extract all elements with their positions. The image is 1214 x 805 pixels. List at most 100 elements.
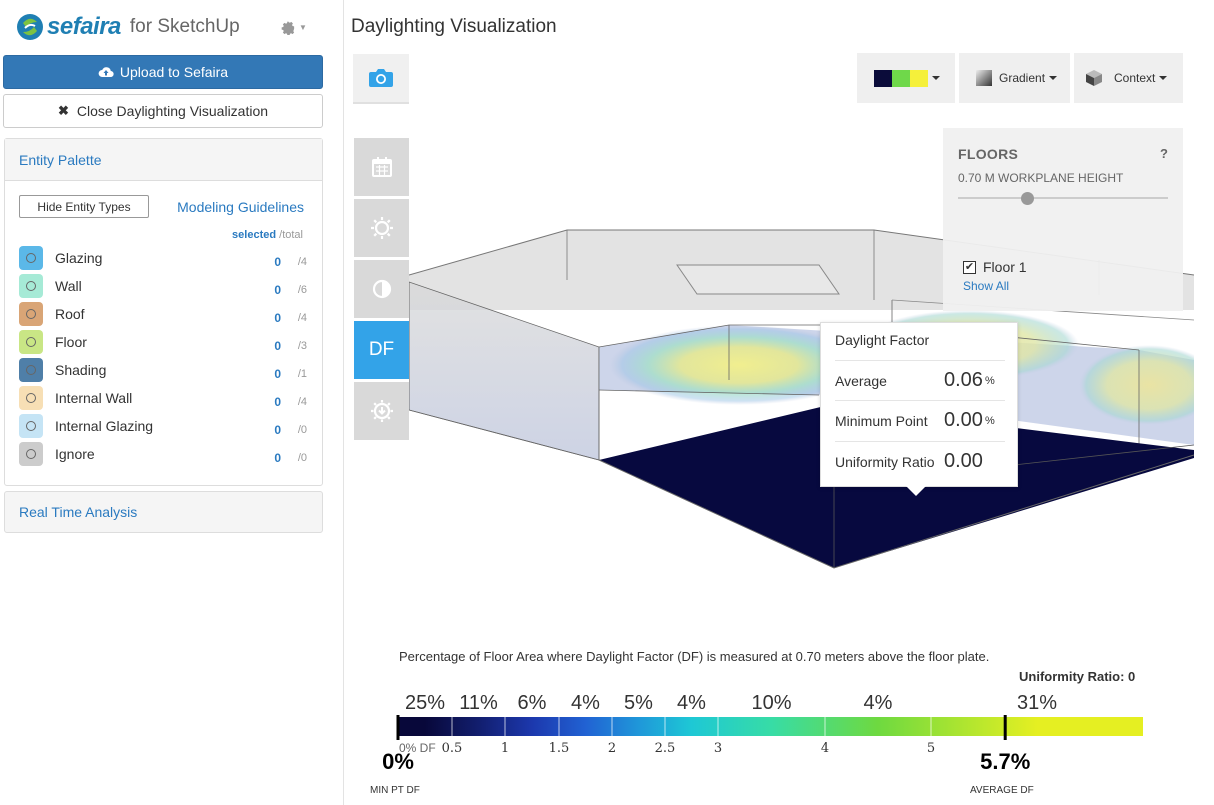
floor-1-row[interactable]: ✔ Floor 1 (963, 259, 1027, 275)
show-all-link[interactable]: Show All (963, 279, 1010, 293)
entity-row[interactable]: Ignore 0/0 (19, 442, 307, 466)
entity-total-count: /0 (297, 452, 307, 464)
export-tool-button[interactable] (354, 382, 409, 440)
legend-bin-percent: 4% (677, 692, 706, 714)
entity-label: Wall (55, 278, 82, 294)
upload-button[interactable]: Upload to Sefaira (3, 55, 323, 89)
sun-download-icon (370, 400, 393, 422)
gradient-icon (976, 70, 992, 86)
entity-row[interactable]: Internal Wall 0/4 (19, 386, 307, 410)
circle-icon (26, 393, 36, 403)
entity-palette: Entity Palette Hide Entity Types Modelin… (4, 138, 323, 486)
page-title: Daylighting Visualization (351, 16, 557, 37)
color-palette-dropdown[interactable] (857, 53, 955, 103)
entity-row[interactable]: Internal Glazing 0/0 (19, 414, 307, 438)
context-dropdown[interactable]: Context (1074, 53, 1183, 103)
entity-label: Internal Glazing (55, 418, 154, 434)
floor-1-checkbox[interactable]: ✔ (963, 260, 976, 274)
upload-button-label: Upload to Sefaira (119, 64, 229, 80)
entity-label: Internal Wall (55, 390, 133, 406)
tooltip-uniformity-value: 0.00 (944, 450, 983, 472)
screenshot-button[interactable] (353, 54, 409, 104)
selected-total-header: selected /total (232, 229, 303, 241)
entity-total-count: /3 (297, 340, 307, 352)
brand-name: sefaira (47, 13, 121, 40)
legend-bin-percent: 4% (571, 692, 600, 714)
average-df-value: 5.7% (980, 749, 1030, 774)
circle-icon (26, 449, 36, 459)
circle-icon (26, 365, 36, 375)
sun-tool-button[interactable] (354, 199, 409, 257)
legend-tick-label: 1.5 (549, 741, 570, 756)
entity-selected-count: 0 (274, 283, 281, 297)
settings-dropdown[interactable]: ▼ (281, 20, 307, 35)
tooltip-uniformity-row: Uniformity Ratio 0.00 (835, 441, 1005, 481)
entity-color-swatch (19, 386, 43, 410)
entity-row[interactable]: Roof 0/4 (19, 302, 307, 326)
legend-bin-percent: 10% (751, 692, 791, 714)
entity-row[interactable]: Wall 0/6 (19, 274, 307, 298)
contrast-tool-button[interactable] (354, 260, 409, 318)
entity-color-swatch (19, 302, 43, 326)
entity-label: Glazing (55, 250, 103, 266)
floors-title: FLOORS (958, 146, 1019, 162)
legend-tick-label: 2 (608, 741, 616, 756)
real-time-analysis-panel[interactable]: Real Time Analysis (4, 491, 323, 533)
entity-color-swatch (19, 358, 43, 382)
tooltip-uniformity-label: Uniformity Ratio (835, 453, 935, 470)
hide-entity-types-button[interactable]: Hide Entity Types (19, 195, 149, 218)
df-tool-button[interactable]: DF (354, 321, 409, 379)
entity-total-count: /4 (297, 256, 307, 268)
chevron-down-icon (932, 76, 940, 80)
legend-tick-label: 5 (927, 741, 935, 756)
palette-swatch (910, 69, 928, 87)
date-tool-button[interactable] (354, 138, 409, 196)
close-visualization-label: Close Daylighting Visualization (76, 103, 269, 119)
close-icon: ✖ (57, 103, 69, 118)
circle-icon (26, 253, 36, 263)
floors-panel: FLOORS ? 0.70 M WORKPLANE HEIGHT ✔ Floor… (943, 128, 1183, 311)
entity-selected-count: 0 (274, 423, 281, 437)
legend-tick-label: 0.5 (442, 741, 463, 756)
circle-icon (26, 421, 36, 431)
brand: sefaira for SketchUp (16, 10, 240, 44)
circle-icon (26, 309, 36, 319)
entity-row[interactable]: Glazing 0/4 (19, 246, 307, 270)
help-icon[interactable]: ? (1160, 146, 1168, 161)
camera-icon (369, 69, 393, 87)
legend-tick-label: 3 (714, 741, 722, 756)
entity-row[interactable]: Shading 0/1 (19, 358, 307, 382)
tooltip-title: Daylight Factor (835, 332, 930, 348)
palette-swatch (892, 69, 910, 87)
workplane-slider-track[interactable] (958, 197, 1168, 199)
entity-selected-count: 0 (274, 367, 281, 381)
close-visualization-button[interactable]: ✖ Close Daylighting Visualization (3, 94, 323, 128)
entity-total-count: /0 (297, 424, 307, 436)
sun-icon (370, 217, 393, 239)
modeling-guidelines-link[interactable]: Modeling Guidelines (177, 199, 304, 215)
total-header: /total (279, 229, 303, 241)
gear-icon (281, 21, 295, 35)
calendar-icon (371, 157, 392, 177)
legend-bin-percent: 11% (459, 692, 498, 714)
workplane-slider-handle[interactable] (1021, 192, 1035, 205)
entity-palette-title[interactable]: Entity Palette (5, 139, 322, 181)
entity-total-count: /4 (297, 396, 307, 408)
brand-suffix: for SketchUp (129, 16, 240, 37)
gradient-dropdown[interactable]: Gradient (959, 53, 1070, 103)
cloud-upload-icon (98, 67, 114, 78)
color-palette-swatches (874, 69, 928, 87)
entity-label: Floor (55, 334, 87, 350)
entity-row[interactable]: Floor 0/3 (19, 330, 307, 354)
legend-uniformity-ratio: Uniformity Ratio: 0 (1019, 669, 1136, 684)
chevron-down-icon (1159, 76, 1168, 80)
contrast-icon (372, 279, 391, 299)
entity-label: Roof (55, 306, 85, 322)
selected-header: selected (232, 229, 277, 241)
entity-color-swatch (19, 442, 43, 466)
legend-bin-percent: 5% (624, 692, 653, 714)
legend-bin-percent: 31% (1017, 692, 1057, 714)
tooltip-average-unit: % (984, 374, 995, 387)
sefaira-logo-icon (17, 14, 43, 40)
